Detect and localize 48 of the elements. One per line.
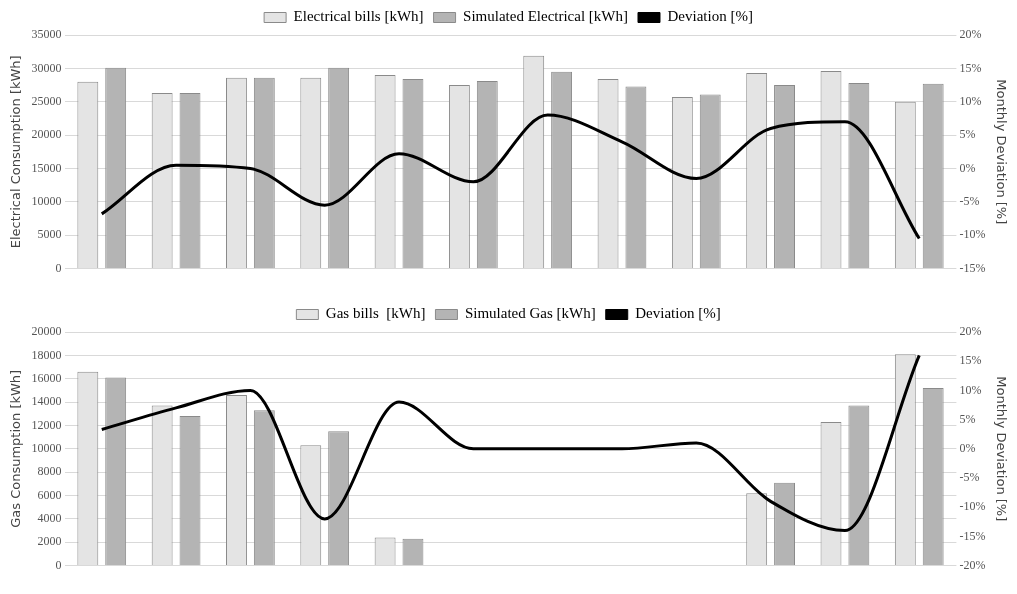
y-tick-label: 2000 <box>37 534 62 549</box>
y2-tick-label: 0% <box>959 160 976 175</box>
y-axis-title: Electrical Consumption [kWh] <box>8 55 24 249</box>
legend-label: Electrical bills [kWh] <box>293 8 424 25</box>
y2-tick-label: 0% <box>959 440 976 455</box>
y-tick-label: 12000 <box>31 417 62 432</box>
line-series <box>100 353 921 533</box>
y-tick-label: 5000 <box>37 227 62 242</box>
y2-tick-label: 10% <box>959 93 982 108</box>
y2-axis-title: Monthly Deviation [%] <box>993 376 1009 522</box>
y2-tick-label: -15% <box>959 528 986 543</box>
legend-label: Simulated Gas [kWh] <box>464 305 596 322</box>
y2-tick-label: -20% <box>959 557 986 572</box>
y-tick-label: 20000 <box>31 127 62 142</box>
y2-tick-label: -5% <box>959 470 980 485</box>
legend-label: Deviation [%] <box>667 8 753 25</box>
y-tick-label: 25000 <box>31 93 62 108</box>
y-tick-label: 10000 <box>31 194 62 209</box>
y-tick-label: 10000 <box>31 440 62 455</box>
y2-tick-label: 15% <box>959 60 982 75</box>
y-tick-label: 0 <box>55 557 62 572</box>
y-tick-label: 30000 <box>31 60 62 75</box>
y2-tick-label: 5% <box>959 127 976 142</box>
y-tick-label: 6000 <box>37 487 62 502</box>
y2-axis-title: Monthly Deviation [%] <box>993 79 1009 225</box>
y2-tick-label: 10% <box>959 382 982 397</box>
y-tick-label: 4000 <box>37 511 62 526</box>
line-series <box>100 113 921 241</box>
y2-tick-label: 20% <box>959 324 982 339</box>
y2-tick-label: 5% <box>959 411 976 426</box>
y2-tick-label: 20% <box>959 27 982 42</box>
legend-label: Simulated Electrical [kWh] <box>463 8 628 25</box>
y2-tick-label: -10% <box>959 499 986 514</box>
legend-label: Gas bills [kWh] <box>325 305 426 322</box>
y-axis-title: Gas Consumption [kWh] <box>8 369 24 528</box>
y-tick-label: 15000 <box>31 160 62 175</box>
y2-tick-label: -10% <box>959 227 986 242</box>
y2-tick-label: 15% <box>959 353 982 368</box>
y-tick-label: 0 <box>55 260 62 275</box>
y2-tick-label: -15% <box>959 260 986 275</box>
legend-label: Deviation [%] <box>635 305 721 322</box>
y-tick-label: 35000 <box>31 27 62 42</box>
y-tick-label: 16000 <box>31 370 62 385</box>
y-tick-label: 8000 <box>37 464 62 479</box>
y-tick-label: 20000 <box>31 324 62 339</box>
y-tick-label: 14000 <box>31 394 62 409</box>
y-tick-label: 18000 <box>31 347 62 362</box>
y2-tick-label: -5% <box>959 194 980 209</box>
